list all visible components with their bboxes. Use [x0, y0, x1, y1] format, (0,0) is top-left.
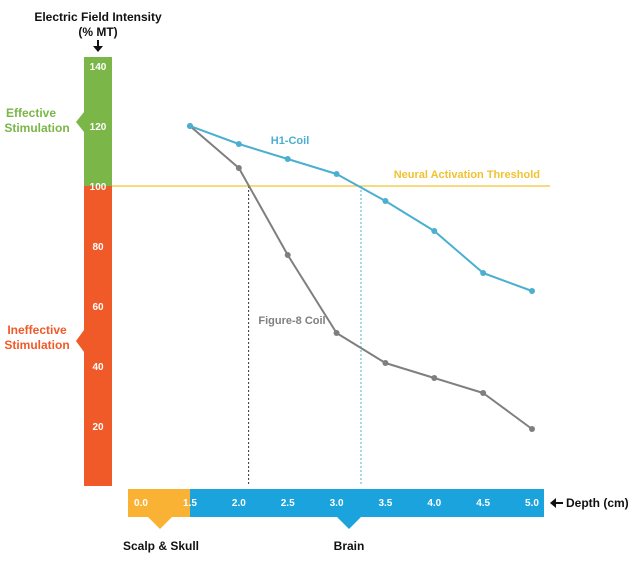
x-axis-arrow-icon: [550, 498, 563, 508]
figure8-point: [333, 330, 340, 336]
scalp-skull-label: Scalp & Skull: [123, 539, 199, 553]
effective-zone-bar: [84, 57, 112, 186]
figure8-point: [431, 375, 438, 381]
h1-point: [382, 198, 389, 204]
y-axis-arrow-icon: [93, 40, 103, 52]
threshold-label: Neural Activation Threshold: [394, 169, 540, 181]
y-axis-title-unit: (% MT): [78, 25, 117, 39]
h1-point: [529, 288, 535, 294]
effective-zone-pointer: [76, 112, 84, 132]
y-tick-label: 60: [92, 302, 104, 313]
brain-pointer: [337, 517, 361, 529]
effective-zone-label-line2: Stimulation: [4, 121, 69, 135]
x-tick-label: 3.5: [378, 498, 392, 509]
figure8-point: [284, 252, 291, 258]
effective-zone-label-line1: Effective: [6, 106, 56, 120]
x-tick-label: 1.5: [183, 498, 197, 509]
x-tick-label: 2.5: [281, 498, 295, 509]
y-tick-label: 20: [92, 422, 104, 433]
scalp-skull-zone-bar: [128, 489, 190, 517]
series-label-h1: H1-Coil: [271, 135, 310, 147]
h1-point: [187, 123, 193, 129]
ineffective-zone-label-line2: Stimulation: [4, 338, 69, 352]
figure8-point: [529, 426, 535, 432]
ineffective-zone-bar: [84, 186, 112, 486]
y-tick-labels: 20 40 60 80 100 120 140: [90, 62, 107, 433]
series-line-h1: [189, 125, 533, 292]
ineffective-zone-pointer: [76, 330, 84, 352]
y-tick-label: 120: [90, 122, 107, 133]
y-tick-label: 80: [92, 242, 104, 253]
x-tick-label: 3.0: [330, 498, 344, 509]
figure8-point: [235, 165, 242, 171]
brain-label: Brain: [334, 539, 365, 553]
ineffective-zone-label-line1: Ineffective: [7, 323, 67, 337]
x-tick-label: 5.0: [525, 498, 539, 509]
scalp-skull-pointer: [148, 517, 172, 529]
h1-point: [235, 141, 242, 147]
series-line-figure8: [189, 125, 533, 430]
brain-zone-bar: [190, 489, 544, 517]
figure8-point: [480, 390, 487, 396]
x-tick-label: 2.0: [232, 498, 246, 509]
y-tick-label: 100: [90, 182, 107, 193]
y-tick-label: 140: [90, 62, 107, 73]
x-axis-title: Depth (cm): [566, 496, 629, 510]
h1-point: [333, 171, 340, 177]
y-tick-label: 40: [92, 362, 104, 373]
x-tick-label: 4.5: [476, 498, 490, 509]
series-points-h1: [187, 123, 535, 294]
h1-point: [480, 270, 487, 276]
series-label-figure8: Figure-8 Coil: [258, 315, 325, 327]
x-tick-label: 4.0: [427, 498, 441, 509]
h1-point: [431, 228, 438, 234]
y-axis-title: Electric Field Intensity: [34, 10, 162, 24]
x-tick-labels: 0.0 1.5 2.0 2.5 3.0 3.5 4.0 4.5 5.0: [134, 498, 539, 509]
figure8-point: [382, 360, 389, 366]
x-tick-label: 0.0: [134, 498, 148, 509]
h1-point: [284, 156, 291, 162]
